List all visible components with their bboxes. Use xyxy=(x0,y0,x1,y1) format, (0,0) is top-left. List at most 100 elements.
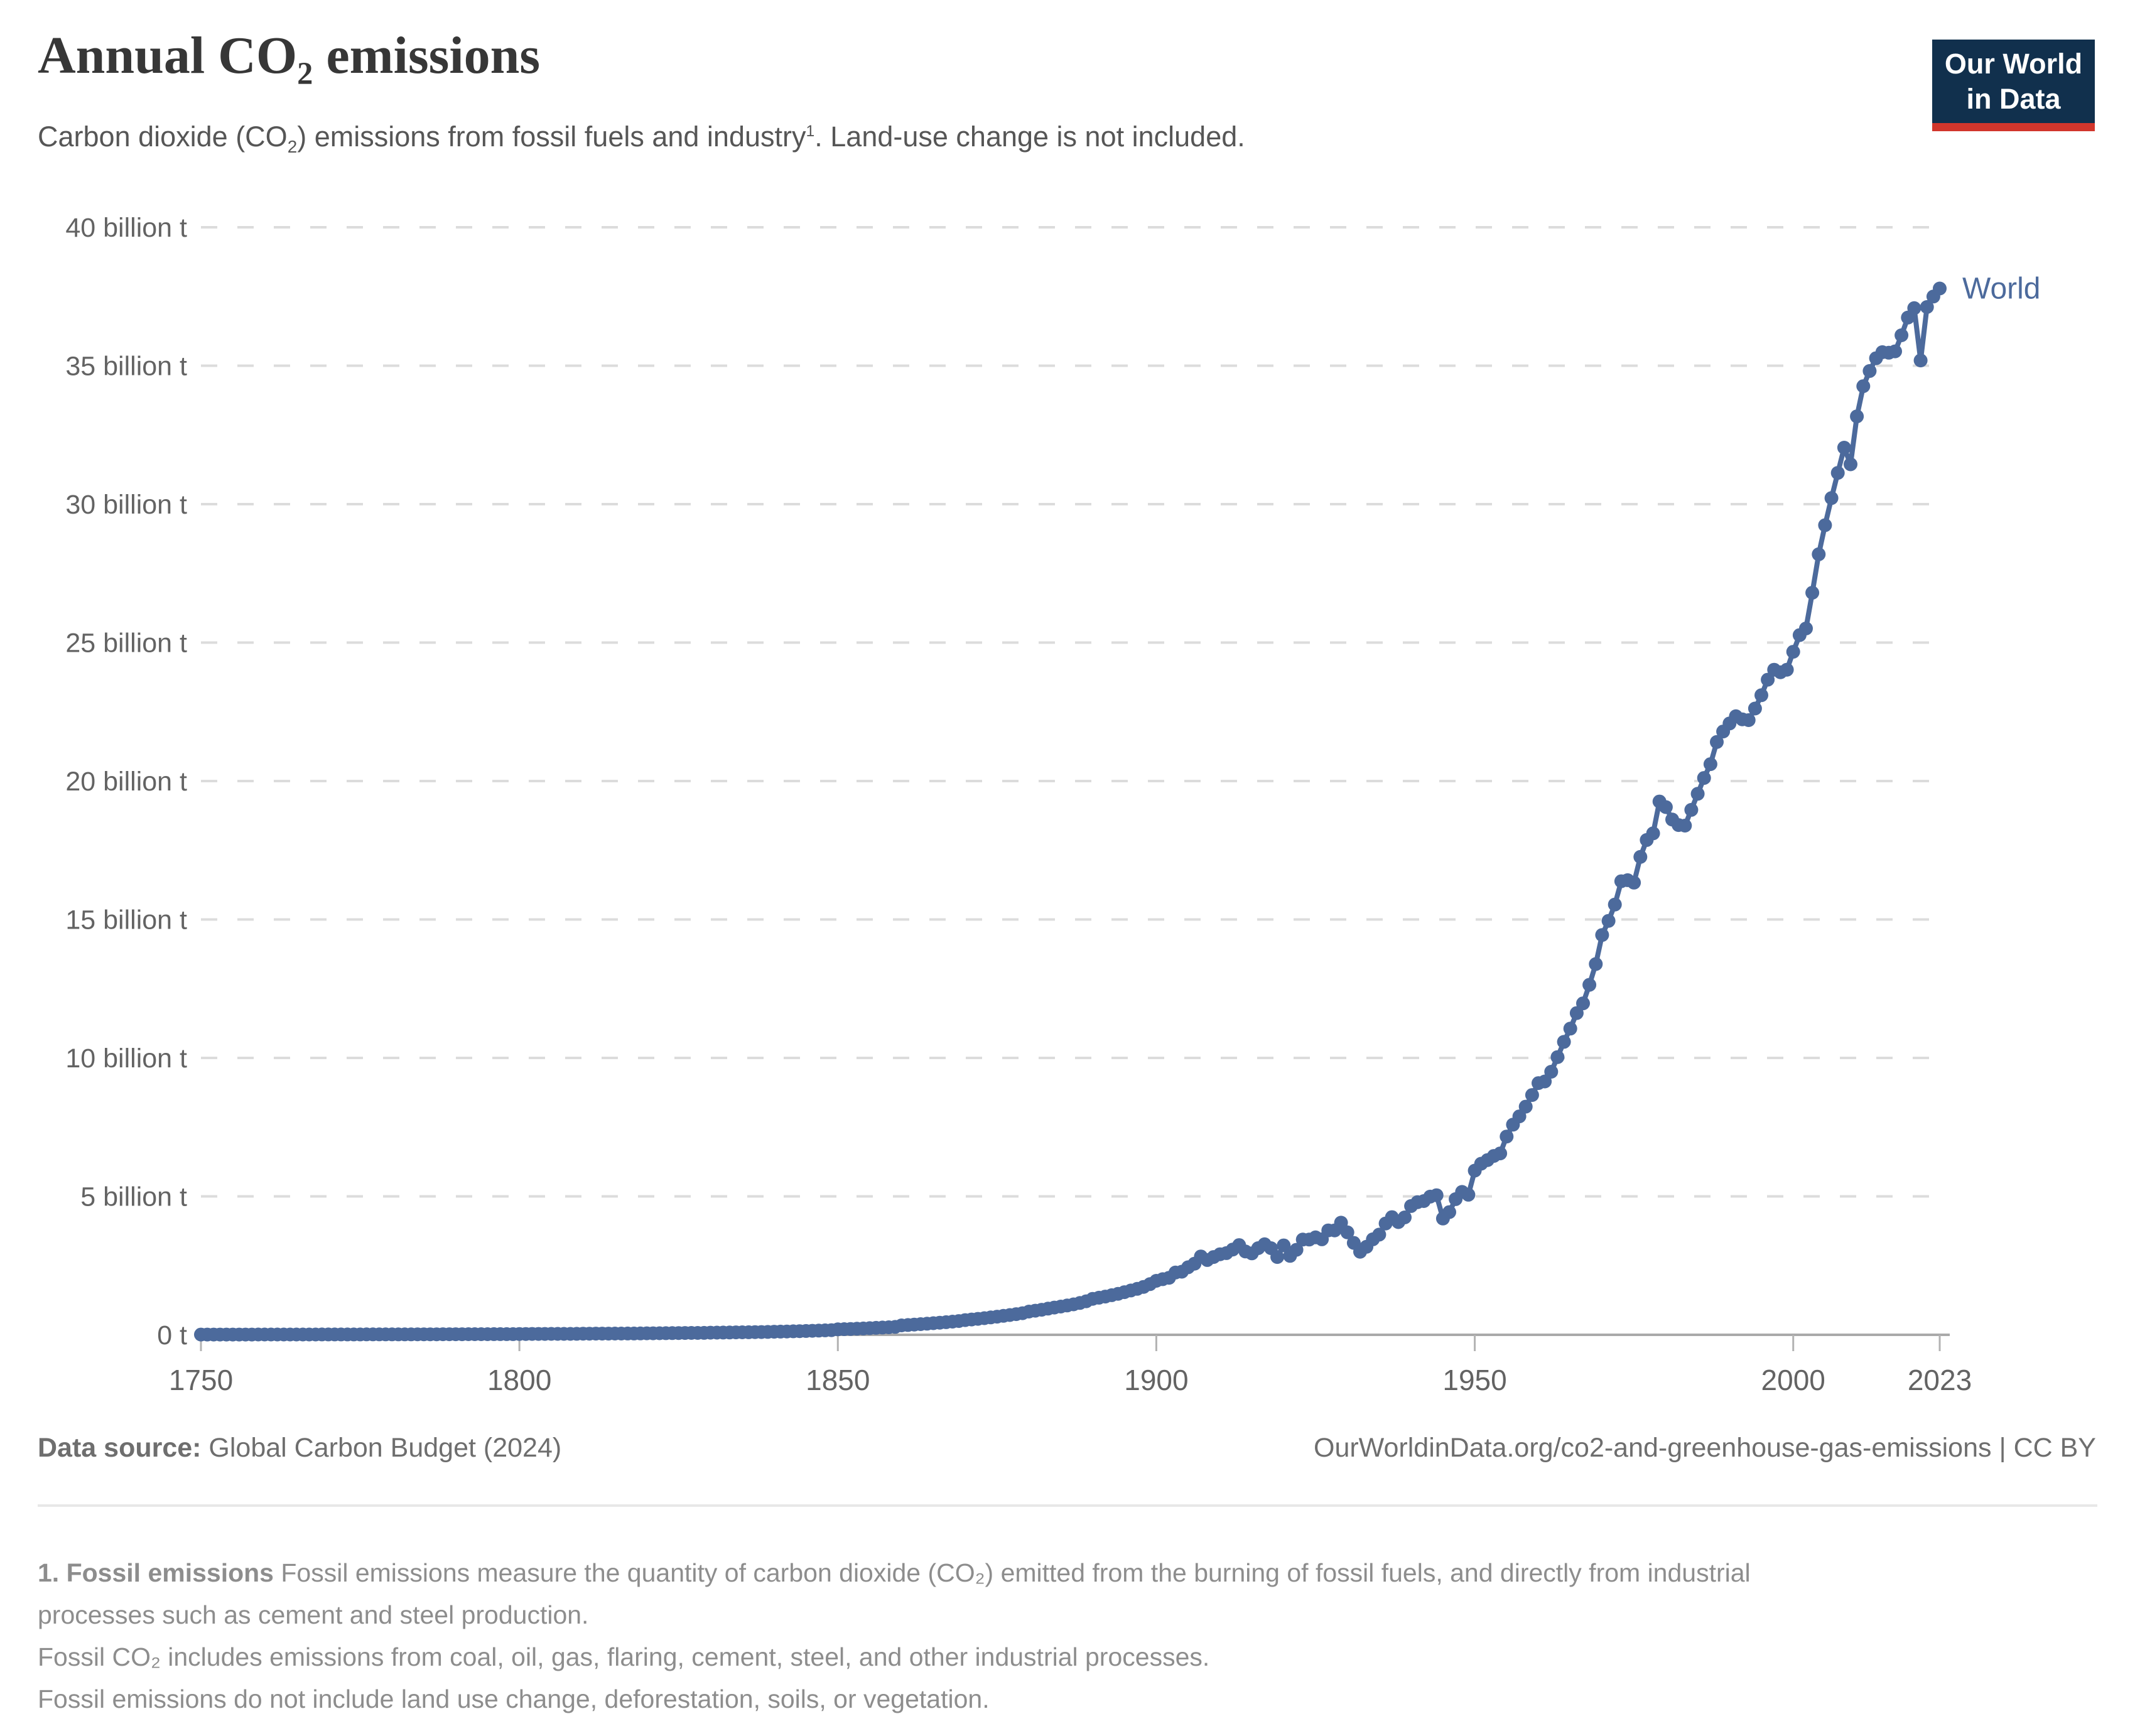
data-point[interactable] xyxy=(1812,547,1826,561)
data-point[interactable] xyxy=(1837,441,1851,455)
footnote-marker: 1 xyxy=(806,123,815,140)
footnote-3: Fossil emissions do not include land use… xyxy=(38,1685,990,1713)
footnote-1-lead: 1. Fossil emissions xyxy=(38,1558,274,1587)
y-axis-label: 20 billion t xyxy=(65,767,187,797)
data-point[interactable] xyxy=(1582,978,1597,992)
data-point[interactable] xyxy=(1544,1065,1559,1079)
data-point[interactable] xyxy=(1500,1129,1514,1144)
data-point[interactable] xyxy=(1856,379,1871,394)
subtitle-text-end: . Land-use change is not included. xyxy=(814,121,1245,153)
data-point[interactable] xyxy=(1608,897,1622,912)
citation-link[interactable]: OurWorldinData.org/co2-and-greenhouse-ga… xyxy=(1314,1433,2096,1463)
data-point[interactable] xyxy=(1289,1243,1304,1257)
data-point[interactable] xyxy=(1277,1238,1291,1253)
data-point[interactable] xyxy=(1710,735,1724,749)
data-point[interactable] xyxy=(1850,409,1864,424)
data-source-value: Global Carbon Budget (2024) xyxy=(201,1433,562,1463)
data-point[interactable] xyxy=(1703,757,1717,772)
y-axis-label: 40 billion t xyxy=(65,213,187,243)
data-point[interactable] xyxy=(1595,928,1609,942)
data-point[interactable] xyxy=(1786,645,1800,659)
data-point[interactable] xyxy=(1429,1188,1444,1202)
y-axis-label: 10 billion t xyxy=(65,1043,187,1074)
page-title: Annual CO2 emissions xyxy=(38,25,541,89)
data-point[interactable] xyxy=(1913,353,1928,368)
x-axis-label: 1800 xyxy=(487,1364,551,1396)
x-axis-label: 2023 xyxy=(1908,1364,1972,1396)
data-point[interactable] xyxy=(1372,1227,1386,1242)
data-point[interactable] xyxy=(1754,688,1768,703)
series-label-world[interactable]: World xyxy=(1962,272,2040,305)
y-axis-label: 30 billion t xyxy=(65,490,187,520)
data-point[interactable] xyxy=(1888,344,1902,359)
data-point[interactable] xyxy=(1920,300,1934,314)
data-point[interactable] xyxy=(1697,771,1711,785)
data-point[interactable] xyxy=(1576,996,1590,1011)
subtitle-text: Carbon dioxide (CO xyxy=(38,121,288,153)
data-point[interactable] xyxy=(1512,1109,1527,1124)
logo-line-2: in Data xyxy=(1966,82,2061,115)
data-point[interactable] xyxy=(1844,457,1857,472)
emissions-chart[interactable]: 0 t 5 billion t 10 billion t 15 billion t 20… xyxy=(0,0,2135,1419)
y-axis-label: 15 billion t xyxy=(65,905,187,935)
footnote-1: 1. Fossil emissions Fossil emissions mea… xyxy=(38,1552,1834,1636)
data-point[interactable] xyxy=(1830,466,1845,480)
data-point[interactable] xyxy=(1741,713,1756,727)
subtitle-text-mid: ) emissions from fossil fuels and indust… xyxy=(297,121,806,153)
data-point[interactable] xyxy=(1799,622,1813,635)
data-point[interactable] xyxy=(1933,281,1947,296)
data-point[interactable] xyxy=(1601,914,1616,928)
data-point[interactable] xyxy=(1589,957,1603,971)
title-text: Annual CO xyxy=(38,26,298,85)
data-point[interactable] xyxy=(1748,701,1762,716)
data-point[interactable] xyxy=(1563,1022,1577,1036)
data-point[interactable] xyxy=(1461,1187,1476,1202)
data-point[interactable] xyxy=(1550,1050,1565,1064)
y-axis-label: 0 t xyxy=(157,1320,187,1351)
data-point[interactable] xyxy=(1894,328,1909,342)
data-point[interactable] xyxy=(1627,875,1641,890)
footnote-1-text: Fossil emissions measure the quantity of… xyxy=(38,1558,1751,1629)
data-point[interactable] xyxy=(1340,1225,1354,1239)
data-source: Data source: Global Carbon Budget (2024) xyxy=(38,1433,561,1464)
data-point[interactable] xyxy=(1818,518,1832,532)
x-axis-label: 1900 xyxy=(1124,1364,1188,1396)
y-axis-label: 5 billion t xyxy=(80,1182,187,1212)
data-point[interactable] xyxy=(1518,1099,1533,1114)
data-point[interactable] xyxy=(1780,662,1794,677)
data-point[interactable] xyxy=(1270,1250,1285,1264)
owid-logo[interactable]: Our World in Data xyxy=(1932,40,2095,131)
chart-subtitle: Carbon dioxide (CO2) emissions from foss… xyxy=(38,121,1245,156)
data-point[interactable] xyxy=(1442,1205,1456,1219)
data-point[interactable] xyxy=(1538,1074,1552,1089)
data-point[interactable] xyxy=(1805,586,1820,600)
data-point[interactable] xyxy=(1824,491,1839,505)
data-point[interactable] xyxy=(1684,802,1699,817)
data-point[interactable] xyxy=(1633,849,1648,864)
data-point[interactable] xyxy=(1907,301,1922,315)
data-point[interactable] xyxy=(1557,1035,1571,1049)
y-axis-label: 35 billion t xyxy=(65,352,187,382)
data-point[interactable] xyxy=(1525,1088,1539,1103)
world-series-line[interactable] xyxy=(198,286,1942,1337)
data-point[interactable] xyxy=(1690,787,1705,801)
data-point[interactable] xyxy=(1569,1006,1584,1020)
data-point[interactable] xyxy=(1658,800,1673,814)
x-axis-label: 2000 xyxy=(1761,1364,1825,1396)
x-axis-label: 1750 xyxy=(169,1364,233,1396)
logo-line-1: Our World xyxy=(1944,47,2083,80)
data-point[interactable] xyxy=(1398,1210,1412,1224)
x-axis-label: 1950 xyxy=(1442,1364,1506,1396)
data-point[interactable] xyxy=(1646,826,1660,841)
data-source-label: Data source: xyxy=(38,1433,202,1463)
data-point[interactable] xyxy=(1493,1146,1508,1161)
title-text-end: emissions xyxy=(313,26,541,85)
data-point[interactable] xyxy=(1678,819,1692,833)
footnotes: 1. Fossil emissions Fossil emissions mea… xyxy=(38,1552,1834,1720)
footer-divider xyxy=(38,1504,2097,1507)
subtitle-subscript: 2 xyxy=(287,137,298,156)
data-point[interactable] xyxy=(1761,672,1775,687)
data-point[interactable] xyxy=(1862,364,1877,378)
y-axis-label: 25 billion t xyxy=(65,628,187,659)
